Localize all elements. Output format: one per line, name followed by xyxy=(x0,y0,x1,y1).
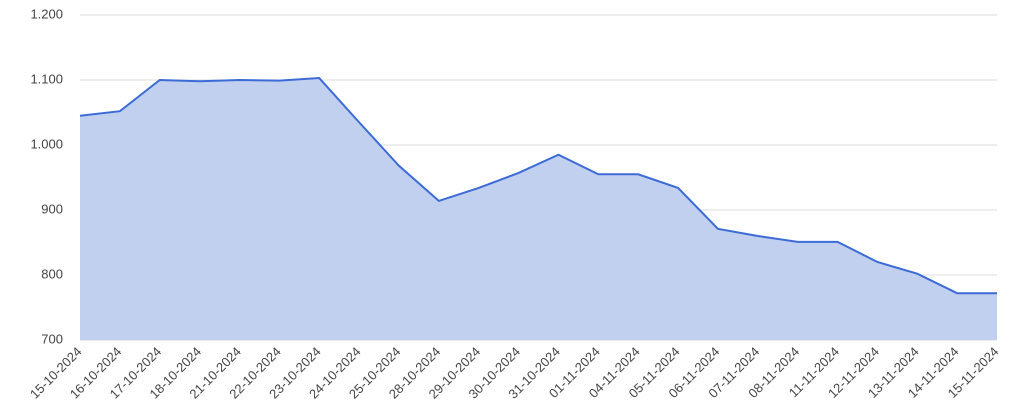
y-tick-label: 700 xyxy=(41,331,63,346)
y-tick-label: 1.000 xyxy=(30,136,63,151)
y-tick-label: 800 xyxy=(41,266,63,281)
area-line xyxy=(79,77,997,295)
y-tick-label: 1.200 xyxy=(30,6,63,21)
area-fill xyxy=(80,78,997,341)
y-tick-label: 1.100 xyxy=(30,71,63,86)
y-tick-label: 900 xyxy=(41,201,63,216)
